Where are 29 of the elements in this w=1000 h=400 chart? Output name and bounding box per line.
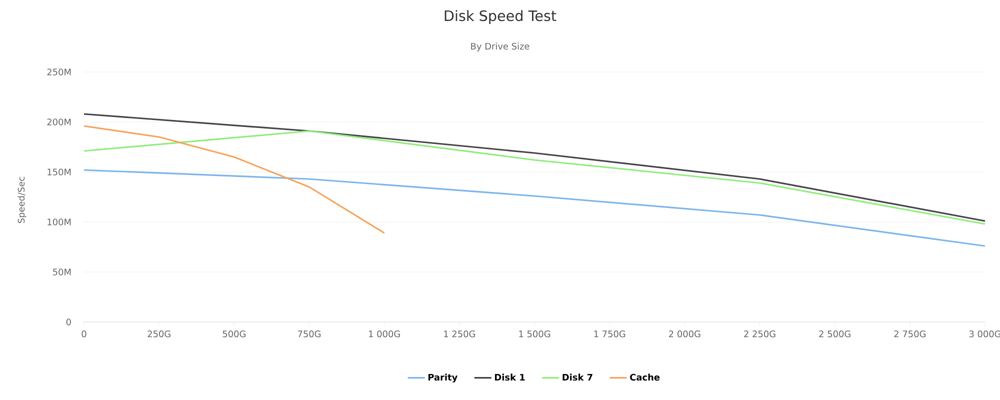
x-tick-label: 1 500G [519, 330, 550, 338]
x-tick-label: 2 000G [669, 330, 700, 338]
x-tick-label: 1 750G [594, 330, 626, 338]
line-series [83, 125, 386, 234]
legend-label: Disk 7 [562, 374, 592, 381]
legend-label: Cache [630, 374, 660, 381]
chart-subtitle: By Drive Size [471, 42, 530, 52]
y-tick-label: 200M [47, 118, 71, 126]
x-tick-label: 1 000G [369, 330, 400, 338]
x-tick-label: 0 [82, 330, 86, 338]
y-tick-label: 100M [48, 218, 71, 226]
x-tick-label: 2 750G [894, 330, 926, 338]
x-tick-label: 2 500G [819, 330, 850, 338]
y-tick-label: 150M [48, 168, 71, 176]
legend-label: Disk 1 [494, 374, 525, 381]
y-axis-title: Speed/Sec [18, 176, 26, 224]
x-tick-label: 750G [298, 330, 321, 338]
x-tick-label: 2 250G [744, 330, 776, 338]
chart-title: Disk Speed Test [444, 10, 556, 24]
x-tick-label: 500G [222, 330, 246, 338]
line-series [83, 169, 986, 247]
line-series [83, 130, 986, 225]
y-tick-label: 0 [66, 318, 71, 326]
y-tick-label: 50M [53, 268, 71, 276]
x-tick-label: 250G [148, 330, 170, 338]
legend-label: Parity [428, 374, 458, 382]
line-series [83, 113, 986, 222]
y-tick-label: 250M [47, 68, 71, 76]
x-tick-label: 1 250G [444, 330, 475, 338]
